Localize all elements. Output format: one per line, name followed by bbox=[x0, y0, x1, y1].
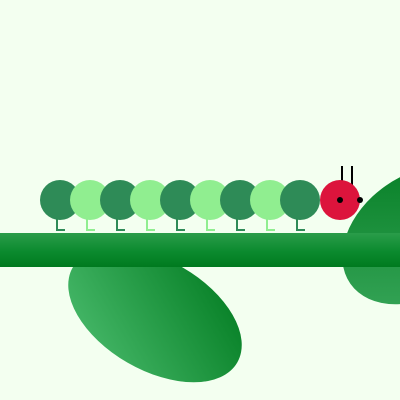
caterpillar-segment-dark bbox=[280, 180, 320, 220]
caterpillar-segment-light bbox=[250, 180, 290, 220]
caterpillar-segment-light bbox=[190, 180, 230, 220]
caterpillar-segment-dark bbox=[220, 180, 260, 220]
caterpillar-segment-dark bbox=[40, 180, 80, 220]
nose-icon bbox=[357, 197, 363, 203]
caterpillar bbox=[40, 166, 363, 231]
right-leaf bbox=[342, 165, 400, 305]
caterpillar-segment-light bbox=[130, 180, 170, 220]
caterpillar-segment-light bbox=[70, 180, 110, 220]
caterpillar-segment-dark bbox=[100, 180, 140, 220]
eye-icon bbox=[337, 197, 343, 203]
branch bbox=[0, 233, 400, 267]
caterpillar-segment-dark bbox=[160, 180, 200, 220]
lower-leaf bbox=[68, 247, 242, 383]
